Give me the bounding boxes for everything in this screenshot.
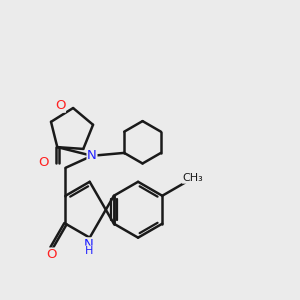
Text: N: N — [83, 238, 93, 251]
Text: H: H — [85, 246, 93, 256]
Text: N: N — [87, 149, 97, 162]
Text: O: O — [46, 248, 57, 261]
Text: CH₃: CH₃ — [182, 173, 203, 183]
Text: O: O — [38, 156, 49, 169]
Text: O: O — [55, 99, 65, 112]
